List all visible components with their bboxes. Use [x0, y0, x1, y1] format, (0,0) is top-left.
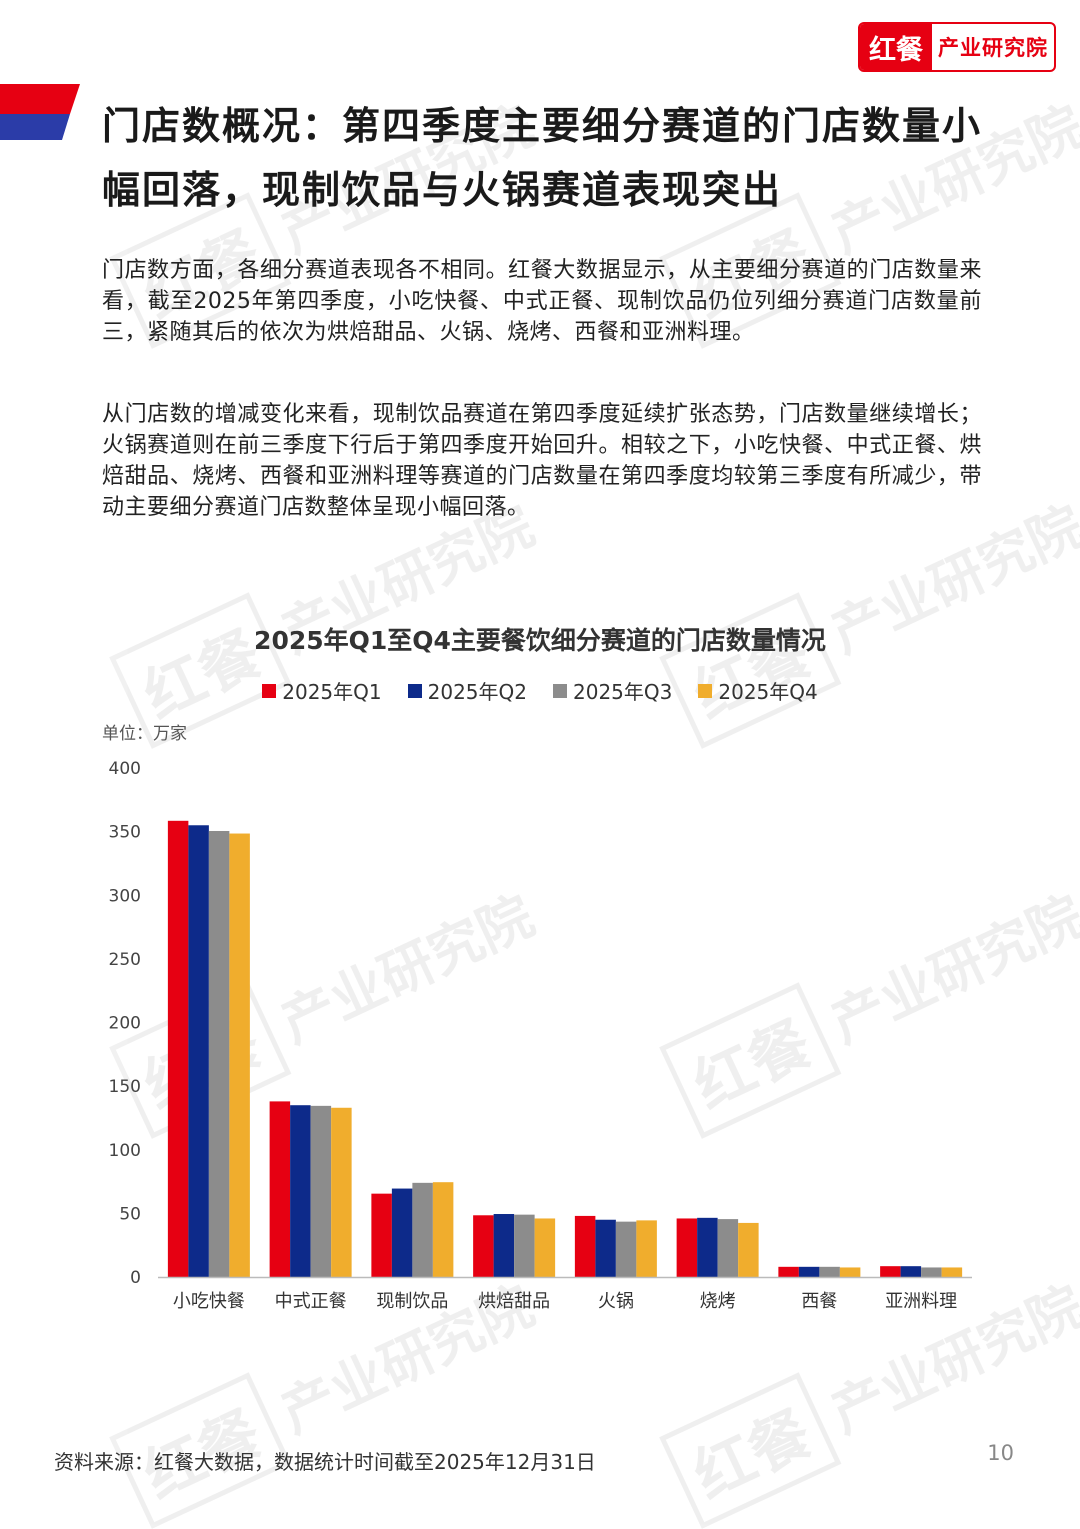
logo: 红餐 产业研究院 — [858, 22, 1056, 72]
x-tick-label: 烧烤 — [700, 1291, 736, 1312]
bar — [229, 833, 250, 1277]
bar — [493, 1214, 515, 1277]
source-note: 资料来源：红餐大数据，数据统计时间截至2025年12月31日 — [54, 1450, 596, 1474]
legend-swatch — [553, 683, 567, 698]
bar — [167, 820, 189, 1277]
bar — [534, 1218, 556, 1277]
bar — [819, 1266, 840, 1277]
legend-label: 2025年Q1 — [282, 680, 382, 704]
bar — [778, 1266, 799, 1277]
chart-title: 2025年Q1至Q4主要餐饮细分赛道的门店数量情况 — [254, 626, 826, 655]
y-tick-label: 200 — [109, 1014, 141, 1034]
y-tick-label: 300 — [109, 886, 141, 906]
logo-subtitle: 产业研究院 — [938, 36, 1048, 60]
bar — [331, 1107, 352, 1277]
chart-unit-label: 单位：万家 — [102, 724, 187, 744]
bar — [188, 825, 209, 1277]
x-tick-label: 小吃快餐 — [173, 1291, 245, 1312]
y-tick-label: 250 — [109, 950, 141, 970]
bar — [290, 1105, 311, 1277]
y-tick-label: 0 — [130, 1268, 141, 1288]
page-title: 门店数概况：第四季度主要细分赛道的门店数量小幅回落，现制饮品与火锅赛道表现突出 — [102, 104, 983, 212]
legend-label: 2025年Q3 — [573, 680, 673, 704]
bar — [595, 1219, 616, 1277]
x-tick-label: 亚洲料理 — [885, 1291, 957, 1312]
watermark-brand: 红餐 — [659, 1372, 842, 1529]
title-decoration — [0, 84, 80, 140]
bar — [880, 1266, 901, 1277]
bar — [514, 1214, 535, 1277]
y-tick-label: 350 — [109, 823, 141, 843]
bar — [208, 830, 230, 1277]
bar — [697, 1217, 718, 1277]
y-tick-label: 400 — [109, 759, 141, 779]
x-tick-label: 现制饮品 — [376, 1291, 448, 1312]
legend-label: 2025年Q4 — [718, 680, 818, 704]
bar — [391, 1188, 413, 1277]
bar — [371, 1193, 392, 1277]
y-tick-label: 100 — [109, 1141, 141, 1161]
legend-item: 2025年Q3 — [553, 676, 672, 705]
bar — [432, 1182, 454, 1277]
bar — [738, 1222, 759, 1277]
legend-item: 2025年Q1 — [262, 676, 382, 705]
bar — [798, 1266, 820, 1277]
x-tick-label: 烘焙甜品 — [478, 1291, 550, 1312]
bar — [921, 1267, 942, 1277]
x-tick-label: 火锅 — [598, 1291, 634, 1312]
legend-item: 2025年Q2 — [407, 676, 527, 705]
x-tick-label: 中式正餐 — [275, 1291, 347, 1312]
bar — [717, 1219, 739, 1277]
page-number: 10 — [987, 1441, 1014, 1465]
bar — [900, 1266, 922, 1277]
chart-legend: 2025年Q1 2025年Q2 2025年Q3 2025年Q4 — [0, 676, 1080, 705]
bar — [676, 1218, 698, 1277]
bar — [473, 1215, 494, 1277]
bar — [941, 1267, 963, 1277]
legend-label: 2025年Q2 — [427, 680, 527, 704]
bar — [310, 1105, 332, 1277]
y-tick-label: 150 — [109, 1077, 141, 1097]
legend-swatch — [698, 683, 713, 698]
legend-swatch — [262, 683, 277, 698]
bar-chart: 0 50 100 150 200 250 300 350 400 小吃快餐 中式正餐 现制饮品 烘焙甜品… — [109, 759, 972, 1312]
logo-brand: 红餐 — [860, 24, 932, 70]
bar — [574, 1215, 596, 1277]
legend-item: 2025年Q4 — [698, 676, 818, 705]
bar — [636, 1220, 657, 1277]
y-tick-label: 50 — [119, 1204, 141, 1224]
bar — [615, 1221, 637, 1277]
bar — [412, 1182, 433, 1277]
paragraph-1: 门店数方面，各细分赛道表现各不相同。红餐大数据显示，从主要细分赛道的门店数量来看… — [102, 258, 982, 345]
x-tick-label: 西餐 — [801, 1291, 837, 1312]
bar — [269, 1101, 291, 1277]
legend-swatch — [407, 683, 422, 698]
bar — [839, 1267, 861, 1277]
paragraph-2: 从门店数的增减变化来看，现制饮品赛道在第四季度延续扩张态势，门店数量继续增长；火… — [102, 402, 982, 520]
